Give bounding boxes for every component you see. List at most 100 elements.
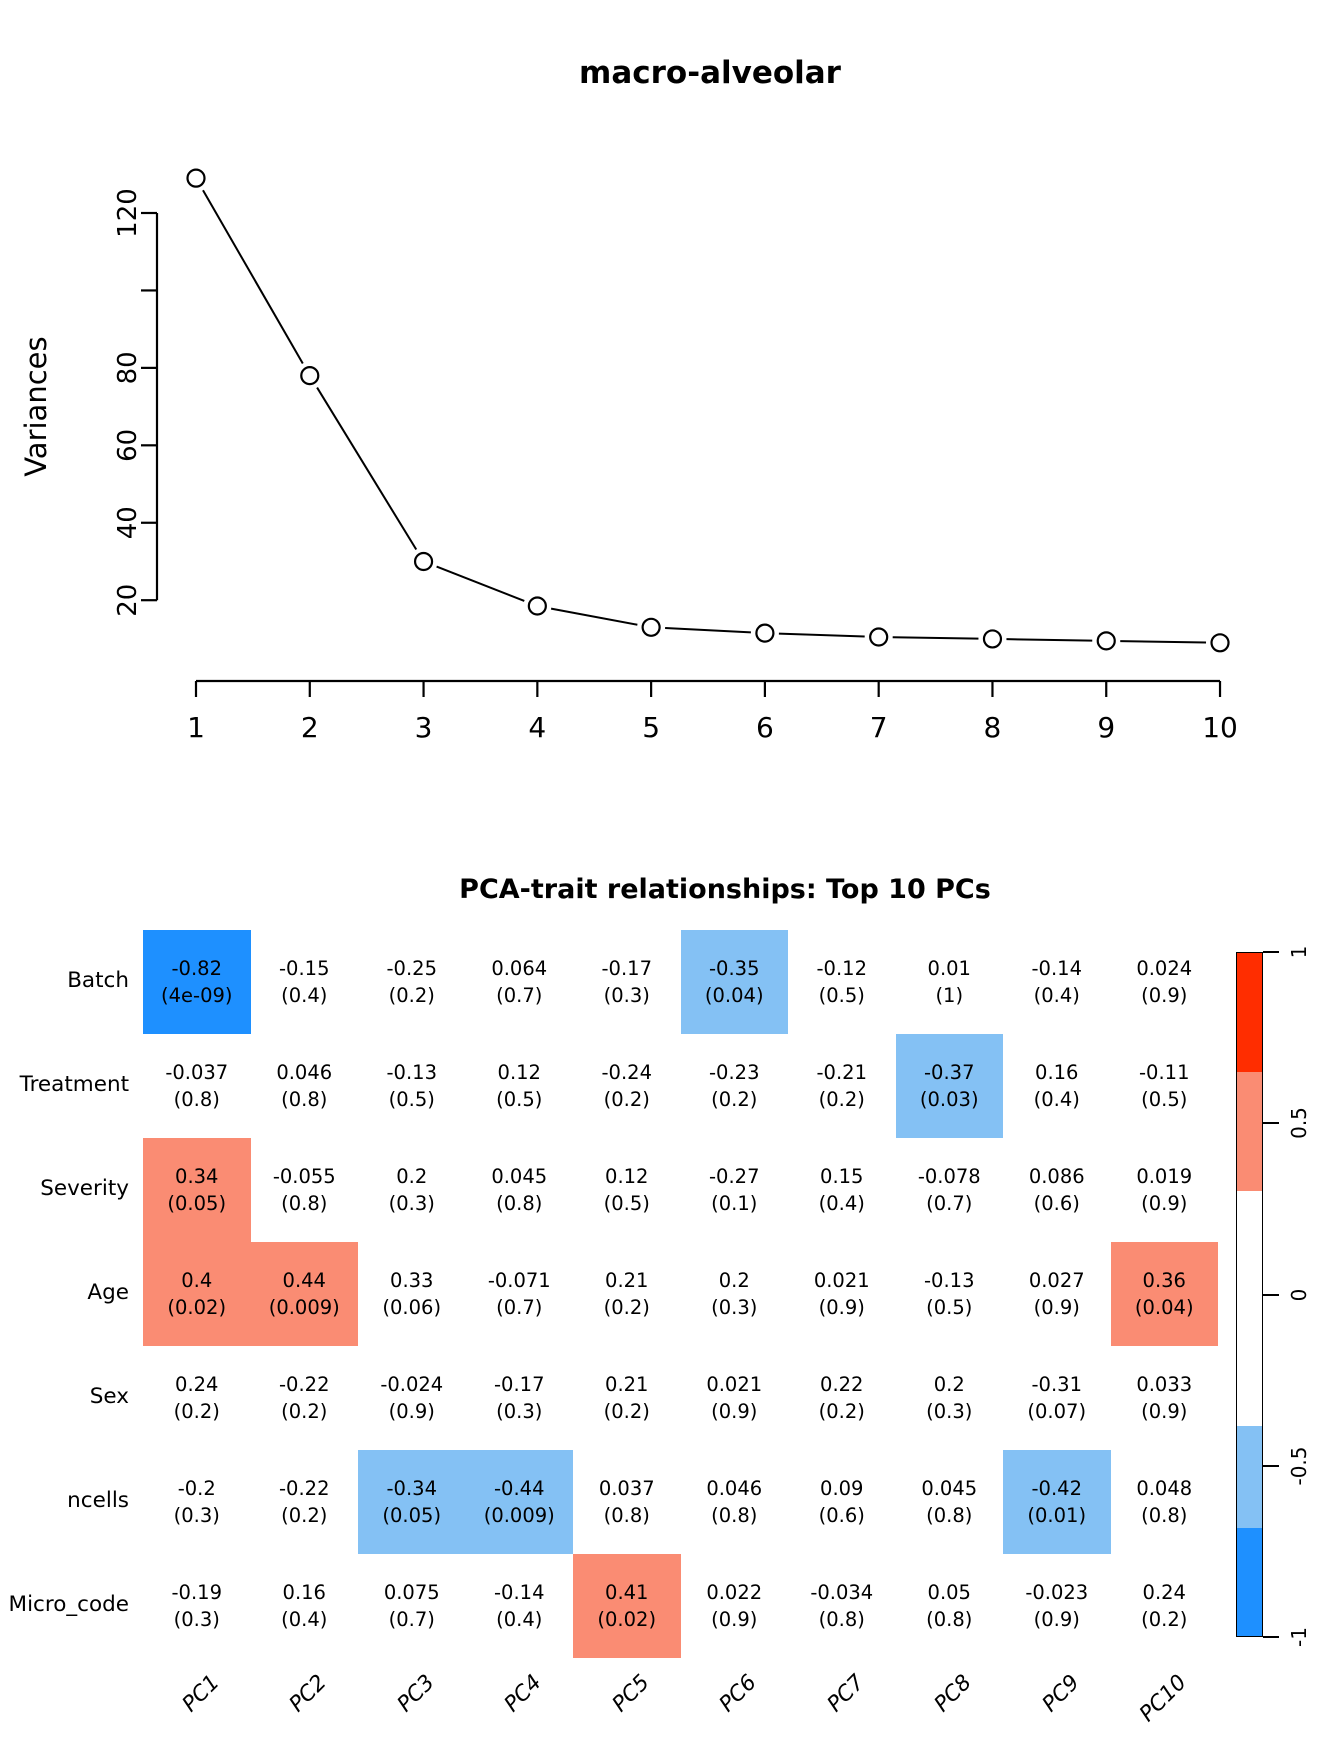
scree-line-segment [550,607,638,626]
cell-p-value: (0.2) [603,1400,650,1423]
heatmap-cell: -0.25 (0.2) [358,930,466,1034]
cell-correlation-value: 0.045 [921,1477,978,1500]
heatmap-cell: -0.35 (0.04) [680,930,788,1034]
heatmap-cell: 0.4 (0.02) [143,1242,251,1346]
cell-correlation-value: 0.4 [181,1269,213,1292]
heatmap-column-label: PC1 [177,1670,225,1718]
heatmap-cell: -0.078 (0.7) [895,1138,1003,1242]
heatmap-cell: -0.31 (0.07) [1003,1346,1111,1450]
cell-p-value: (0.7) [388,1608,435,1631]
scree-point [527,596,547,616]
heatmap-cell: 0.21 (0.2) [573,1346,681,1450]
cell-correlation-value: -0.14 [1031,957,1082,980]
cell-p-value: (0.9) [1141,984,1188,1007]
cell-p-value: (0.2) [388,984,435,1007]
heatmap-cell: 0.046 (0.8) [250,1034,358,1138]
scree-line-segment [665,627,751,634]
cell-p-value: (0.8) [281,1088,328,1111]
cell-p-value: (0.8) [603,1504,650,1527]
colorbar-tick-label: 1 [1287,945,1311,959]
scree-x-tick-label: 10 [1202,711,1238,744]
cell-p-value: (0.8) [173,1088,220,1111]
scree-line-segment [1006,638,1093,642]
heatmap-cell: 0.027 (0.9) [1003,1242,1111,1346]
cell-correlation-value: -0.11 [1139,1061,1190,1084]
cell-p-value: (0.4) [281,1608,328,1631]
heatmap-cell: 0.033 (0.9) [1110,1346,1218,1450]
cell-correlation-value: 0.24 [1142,1581,1186,1604]
cell-correlation-value: -0.34 [386,1477,437,1500]
scree-x-tick-label: 4 [528,711,546,744]
heatmap-row-label: Severity [40,1176,129,1201]
cell-correlation-value: 0.019 [1136,1165,1193,1188]
heatmap-cell: -0.13 (0.5) [895,1242,1003,1346]
cell-correlation-value: -0.071 [487,1269,551,1292]
heatmap-column-label: PC2 [284,1670,332,1718]
cell-p-value: (0.4) [818,1192,865,1215]
cell-p-value: (0.3) [711,1296,758,1319]
cell-p-value: (0.4) [1033,984,1080,1007]
scree-point [641,617,661,637]
cell-p-value: (0.5) [926,1296,973,1319]
cell-p-value: (0.2) [1141,1608,1188,1631]
cell-correlation-value: -0.37 [924,1061,975,1084]
heatmap-cell: -0.44 (0.009) [465,1450,573,1554]
heatmap-column-label: PC5 [607,1670,655,1718]
heatmap-cell: 0.05 (0.8) [895,1554,1003,1658]
cell-p-value: (0.2) [281,1400,328,1423]
heatmap-cell: 0.2 (0.3) [358,1138,466,1242]
heatmap-cell: -0.13 (0.5) [358,1034,466,1138]
cell-correlation-value: -0.13 [386,1061,437,1084]
colorbar-segment [1237,1528,1262,1636]
scree-line-segment [1120,640,1207,644]
scree-x-tick-label: 2 [301,711,319,744]
cell-p-value: (0.9) [1033,1296,1080,1319]
cell-p-value: (0.9) [1141,1400,1188,1423]
scree-point [982,629,1003,649]
heatmap-cell: -0.12 (0.5) [788,930,896,1034]
cell-correlation-value: 0.048 [1136,1477,1193,1500]
cell-correlation-value: 0.022 [706,1581,763,1604]
colorbar-tick-label: 0.5 [1287,1107,1311,1140]
cell-p-value: (0.01) [1027,1504,1087,1527]
cell-p-value: (0.4) [496,1608,543,1631]
heatmap-cell: -0.22 (0.2) [250,1346,358,1450]
scree-x-tick-label: 1 [187,711,205,744]
colorbar-segment [1237,953,1262,1072]
heatmap-cell: -0.27 (0.1) [680,1138,788,1242]
colorbar-tick [1263,1636,1279,1638]
cell-correlation-value: 0.2 [396,1165,428,1188]
heatmap-cell: -0.15 (0.4) [250,930,358,1034]
scree-point [869,627,889,647]
cell-p-value: (0.3) [603,984,650,1007]
cell-correlation-value: -0.35 [709,957,760,980]
cell-p-value: (0.5) [388,1088,435,1111]
colorbar-segment [1237,1425,1262,1529]
heatmap-cell: 0.21 (0.2) [573,1242,681,1346]
cell-p-value: (0.5) [1141,1088,1188,1111]
scree-plot-title: macro-alveolar [579,55,841,91]
cell-p-value: (0.8) [281,1192,328,1215]
cell-correlation-value: 0.2 [933,1373,965,1396]
heatmap-cell: -0.23 (0.2) [680,1034,788,1138]
cell-correlation-value: -0.078 [917,1165,981,1188]
cell-p-value: (0.9) [388,1400,435,1423]
scree-y-axis-title: Variances [19,336,53,476]
cell-p-value: (0.02) [597,1608,657,1631]
cell-p-value: (0.07) [1027,1400,1087,1423]
scree-point [1210,633,1230,653]
correlation-colorbar [1236,952,1263,1637]
heatmap-cell: 0.075 (0.7) [358,1554,466,1658]
heatmap-row-label: Sex [89,1384,129,1409]
cell-p-value: (0.2) [818,1400,865,1423]
scree-y-tick-label: 40 [113,506,143,539]
cell-p-value: (0.06) [382,1296,442,1319]
scree-line-segment [202,189,304,364]
cell-correlation-value: -0.15 [279,957,330,980]
cell-correlation-value: -0.023 [1025,1581,1089,1604]
cell-correlation-value: 0.021 [706,1373,763,1396]
cell-p-value: (0.3) [926,1400,973,1423]
cell-correlation-value: 0.046 [276,1061,333,1084]
heatmap-row-label: Treatment [19,1072,129,1097]
cell-p-value: (0.1) [711,1192,758,1215]
